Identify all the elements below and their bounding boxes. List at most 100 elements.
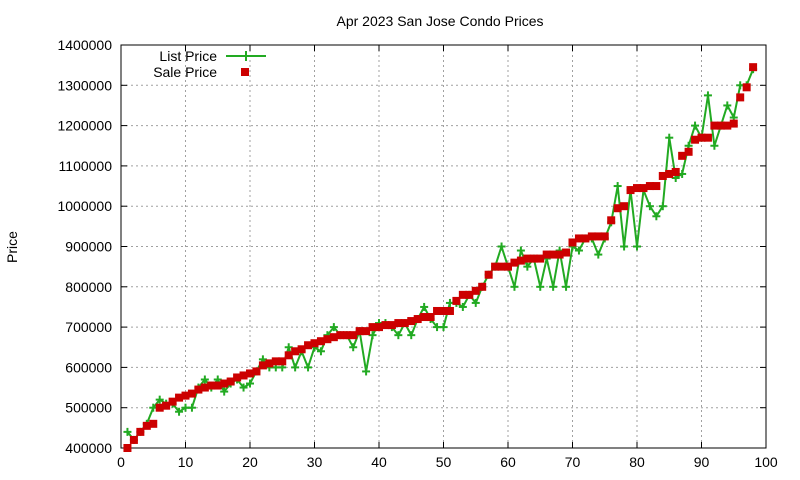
sale-price-point	[684, 147, 693, 156]
sale-price-point	[291, 347, 300, 356]
x-tick-label: 10	[178, 454, 194, 470]
sale-price-point	[491, 262, 500, 271]
list-price-point	[665, 133, 674, 142]
sale-price-point	[626, 186, 635, 195]
list-price-point	[723, 101, 732, 110]
sale-price-point	[697, 133, 706, 142]
y-tick-label: 1100000	[59, 158, 113, 174]
list-price-point	[200, 375, 209, 384]
y-tick-label: 800000	[65, 279, 112, 295]
list-price-point	[574, 246, 583, 255]
sale-price-point	[297, 345, 306, 354]
y-axis-label: Price	[4, 231, 20, 263]
sale-price-point	[465, 290, 474, 299]
sale-price-point	[433, 306, 442, 315]
sale-price-point	[252, 367, 261, 376]
sale-price-point	[394, 319, 403, 328]
sale-price-point	[516, 256, 525, 265]
chart-title: Apr 2023 San Jose Condo Prices	[336, 13, 543, 29]
sale-price-point	[574, 234, 583, 243]
x-tick-label: 60	[500, 454, 516, 470]
legend-marker-sale-price	[241, 68, 249, 76]
y-tick-label: 600000	[65, 359, 112, 375]
y-tick-label: 1300000	[57, 77, 112, 93]
sale-price-point	[510, 258, 519, 267]
sale-price-point	[226, 377, 235, 386]
sale-price-point	[600, 232, 609, 241]
list-price-point	[562, 282, 571, 291]
sale-price-point	[529, 254, 538, 263]
sale-price-point	[716, 121, 725, 130]
list-price-point	[549, 282, 558, 291]
y-tick-label: 500000	[65, 400, 112, 416]
sale-price-point	[542, 250, 551, 259]
sale-price-point	[555, 250, 564, 259]
y-tick-label: 400000	[65, 440, 112, 456]
list-price-point	[523, 262, 532, 271]
sale-price-point	[568, 238, 577, 247]
list-price-point	[349, 343, 358, 352]
sale-price-point	[336, 331, 345, 340]
list-price-point	[658, 202, 667, 211]
x-tick-label: 20	[242, 454, 258, 470]
sale-price-point	[478, 282, 487, 291]
sale-price-point	[691, 135, 700, 144]
sale-price-point	[368, 323, 377, 332]
sale-price-point	[136, 427, 145, 436]
sale-price-point	[355, 327, 364, 336]
x-tick-label: 70	[565, 454, 581, 470]
sale-price-point	[187, 389, 196, 398]
sale-price-point	[142, 421, 151, 430]
list-price-point	[510, 282, 519, 291]
x-tick-label: 30	[307, 454, 323, 470]
plot-frame	[120, 44, 767, 449]
sale-price-point	[549, 250, 558, 259]
sale-price-point	[536, 254, 545, 263]
sale-price-point	[316, 337, 325, 346]
sale-price-point	[645, 182, 654, 191]
sale-price-point	[420, 313, 429, 322]
sale-price-point	[736, 93, 745, 102]
sale-price-point	[233, 373, 242, 382]
sale-price-point	[452, 296, 461, 305]
sale-price-point	[703, 133, 712, 142]
list-price-point	[633, 242, 641, 251]
sale-price-point	[729, 119, 738, 128]
sale-price-point	[413, 315, 422, 324]
y-tick-label: 1200000	[57, 118, 112, 134]
list-price-point	[368, 331, 377, 340]
sale-price-point	[181, 391, 190, 400]
list-price-point	[329, 323, 338, 332]
sale-price-point	[723, 121, 732, 130]
list-price-point	[175, 407, 184, 416]
list-price-point	[187, 403, 196, 412]
x-tick-label: 40	[371, 454, 387, 470]
y-tick-label: 1400000	[57, 37, 112, 53]
sale-price-point	[265, 359, 274, 368]
list-price-point	[220, 387, 229, 396]
sale-price-point	[633, 184, 641, 193]
sale-price-point	[471, 286, 480, 295]
sale-price-point	[194, 385, 203, 394]
sale-price-point	[239, 371, 248, 380]
list-price-point	[594, 250, 603, 259]
list-price-point	[439, 323, 448, 332]
list-price-point	[123, 427, 132, 436]
list-price-point	[246, 379, 254, 388]
list-price-point	[691, 121, 700, 130]
list-price-point	[471, 298, 480, 307]
list-price-point	[291, 363, 300, 372]
sale-price-point	[607, 216, 616, 225]
sale-price-point	[665, 169, 674, 178]
sale-price-point	[123, 444, 132, 452]
sale-price-point	[652, 182, 661, 191]
sale-price-point	[387, 321, 396, 330]
x-tick-label: 90	[694, 454, 710, 470]
sale-price-point	[381, 321, 390, 330]
x-tick-label: 50	[436, 454, 452, 470]
y-tick-label: 700000	[65, 319, 112, 335]
x-tick-label: 100	[754, 454, 778, 470]
list-price-point	[536, 282, 545, 291]
list-price-point	[362, 367, 371, 376]
